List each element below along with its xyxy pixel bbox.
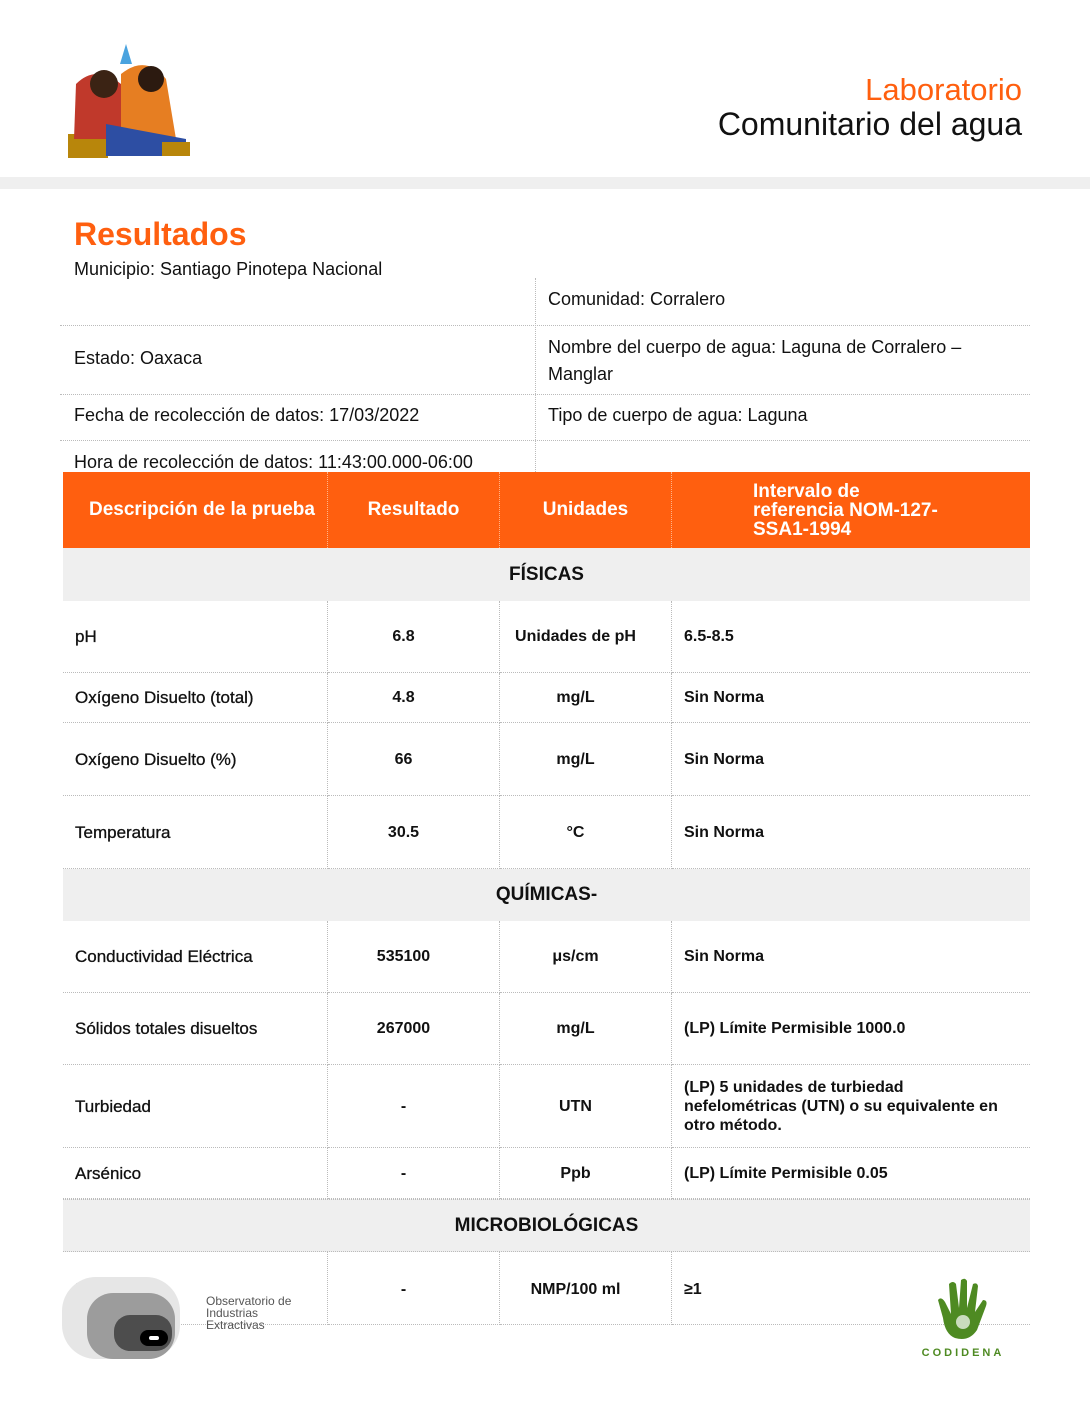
section-title: Resultados xyxy=(74,216,247,252)
estado: Estado: Oaxaca xyxy=(74,348,203,368)
oie-logo: Observatorio de Industrias Extractivas xyxy=(62,1277,292,1361)
test-reference: Sin Norma xyxy=(672,723,1030,796)
test-result: - xyxy=(328,1065,500,1148)
test-result: - xyxy=(328,1148,500,1199)
test-name: Temperatura xyxy=(63,796,328,869)
section-band: MICROBIOLÓGICAS xyxy=(63,1199,1030,1252)
header-divider xyxy=(0,177,1090,189)
test-units: NMP/100 ml xyxy=(500,1252,672,1325)
test-name: Turbiedad xyxy=(63,1065,328,1148)
municipio: Municipio: Santiago Pinotepa Nacional xyxy=(74,259,383,279)
test-reference: Sin Norma xyxy=(672,673,1030,723)
test-result: 535100 xyxy=(328,921,500,993)
test-name: Oxígeno Disuelto (total) xyxy=(63,673,328,723)
comunidad: Comunidad: Corralero xyxy=(548,289,726,309)
test-reference: ≥1 xyxy=(672,1252,1030,1325)
table-header: Descripción de la prueba Resultado Unida… xyxy=(63,472,1030,548)
test-units: °C xyxy=(500,796,672,869)
header-units: Unidades xyxy=(500,472,672,548)
test-name: Conductividad Eléctrica xyxy=(63,921,328,993)
section-band: FÍSICAS xyxy=(63,548,1030,601)
test-result: 4.8 xyxy=(328,673,500,723)
section-band: QUÍMICAS- xyxy=(63,869,1030,921)
test-units: μs/cm xyxy=(500,921,672,993)
test-reference: Sin Norma xyxy=(672,796,1030,869)
test-reference: Sin Norma xyxy=(672,921,1030,993)
test-units: mg/L xyxy=(500,723,672,796)
divider xyxy=(60,325,1030,326)
divider xyxy=(60,394,1030,395)
test-units: Unidades de pH xyxy=(500,601,672,673)
tipo-cuerpo: Tipo de cuerpo de agua: Laguna xyxy=(548,405,808,425)
test-result: - xyxy=(328,1252,500,1325)
test-name: Arsénico xyxy=(63,1148,328,1199)
test-reference: (LP) Límite Permisible 1000.0 xyxy=(672,993,1030,1065)
cuerpo-de-agua: Nombre del cuerpo de agua: Laguna de Cor… xyxy=(548,337,962,384)
test-name: Sólidos totales disueltos xyxy=(63,993,328,1065)
test-units: mg/L xyxy=(500,993,672,1065)
hora: Hora de recolección de datos: 11:43:00.0… xyxy=(74,452,473,472)
fecha: Fecha de recolección de datos: 17/03/202… xyxy=(74,405,420,425)
test-reference: (LP) Límite Permisible 0.05 xyxy=(672,1148,1030,1199)
test-result: 66 xyxy=(328,723,500,796)
header-result: Resultado xyxy=(328,472,500,548)
test-reference: (LP) 5 unidades de turbiedad nefelométri… xyxy=(672,1065,1030,1148)
lab-logo-illustration xyxy=(66,44,192,160)
header-description: Descripción de la prueba xyxy=(63,472,328,548)
test-name: Oxígeno Disuelto (%) xyxy=(63,723,328,796)
codidena-logo: CODIDENA xyxy=(915,1278,1011,1364)
oie-logo-text: Observatorio de Industrias Extractivas xyxy=(206,1294,292,1332)
test-reference: 6.5-8.5 xyxy=(672,601,1030,673)
test-name: pH xyxy=(63,601,328,673)
header-reference: Intervalo de referencia NOM-127-SSA1-199… xyxy=(753,480,938,540)
header-title-line2: Comunitario del agua xyxy=(717,106,1022,142)
test-units: UTN xyxy=(500,1065,672,1148)
test-units: Ppb xyxy=(500,1148,672,1199)
test-result: 267000 xyxy=(328,993,500,1065)
codidena-logo-text: CODIDENA xyxy=(921,1347,1005,1359)
divider xyxy=(535,278,536,472)
test-result: 30.5 xyxy=(328,796,500,869)
divider xyxy=(60,440,1030,441)
header-title-line1: Laboratorio xyxy=(865,72,1022,107)
test-result: 6.8 xyxy=(328,601,500,673)
test-units: mg/L xyxy=(500,673,672,723)
